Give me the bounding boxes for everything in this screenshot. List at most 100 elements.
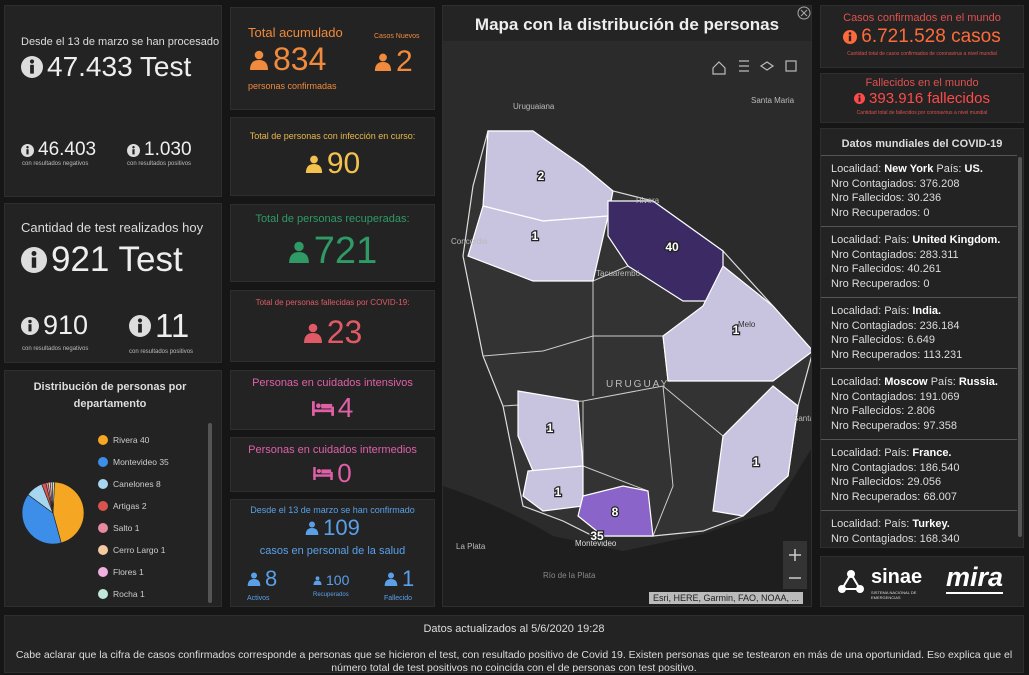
- recuperados: 0: [923, 277, 930, 290]
- panel-title: Cantidad de test realizados hoy: [21, 220, 204, 235]
- intensive-panel: Personas en cuidados intensivos 4: [230, 370, 435, 430]
- zoom-controls[interactable]: [783, 541, 807, 589]
- san-jose[interactable]: [522, 465, 584, 512]
- highlighted-departments: [467, 130, 812, 537]
- place-label: URUGUAY: [606, 379, 669, 390]
- label: Casos Nuevos: [374, 33, 420, 40]
- legend-name: Canelones: [113, 479, 154, 489]
- field-label: Nro Fallecidos:: [831, 192, 905, 204]
- world-entry: Localidad: País: India. Nro Contagiados: …: [821, 298, 1017, 369]
- recovered-panel: Total de personas recuperadas: 721: [230, 204, 435, 282]
- rivera[interactable]: [607, 200, 724, 302]
- place-label: Melo: [738, 320, 756, 329]
- field-label: Localidad:: [831, 447, 882, 459]
- legend-swatch: [98, 435, 108, 445]
- legend-name: Montevideo: [113, 457, 157, 467]
- attribution: Esri, HERE, Garmin, FAO, NOAA, ...: [648, 592, 803, 604]
- place-label: Tacuarembó: [596, 269, 641, 278]
- recuperados: 113.231: [923, 348, 963, 361]
- tests-today: 921 Test: [21, 240, 183, 280]
- entry-line: Nro Recuperados: 0: [831, 206, 1007, 221]
- legend-name: Cerro Largo: [113, 545, 159, 555]
- panel-title: Personas en cuidados intermedios: [248, 444, 417, 456]
- world-cases: 6.721.528 casos: [821, 26, 1023, 48]
- entry-line: Nro Contagiados: 191.069: [831, 390, 1007, 405]
- person-icon: [305, 155, 323, 173]
- entry-line: Localidad: País: Turkey.: [831, 517, 1007, 532]
- rocha[interactable]: [712, 385, 799, 517]
- entry-line: Nro Contagiados: 236.184: [831, 319, 1007, 334]
- field-label: Nro Fallecidos:: [831, 476, 905, 488]
- footer: Datos actualizados al 5/6/2020 19:28 Cab…: [4, 615, 1024, 673]
- person-icon: [249, 50, 269, 70]
- scrollbar[interactable]: [1018, 157, 1022, 537]
- field-label: País:: [884, 305, 910, 317]
- close-icon[interactable]: [796, 5, 812, 21]
- place-label: Montevideo: [575, 539, 617, 548]
- sinae-text: sinae: [871, 566, 923, 588]
- recuperados: 97.358: [923, 419, 957, 432]
- label: con resultados positivos: [127, 161, 192, 167]
- field-label: Nro Fallecidos:: [831, 263, 905, 275]
- tests-total: 47.433 Test: [21, 51, 191, 83]
- legend-label: Flores 1: [113, 567, 144, 577]
- info-icon: [21, 317, 39, 335]
- footer-note: Cabe aclarar que la cifra de casos confi…: [15, 649, 1013, 673]
- pais: United Kingdom.: [912, 234, 1001, 246]
- value: 0: [337, 458, 352, 488]
- scrollbar[interactable]: [208, 423, 212, 603]
- health-recovered: 100: [313, 572, 349, 588]
- panel-title: Datos mundiales del COVID-19: [841, 138, 1003, 150]
- value: 910: [43, 310, 89, 340]
- map-toolbar[interactable]: [712, 60, 797, 75]
- water: [443, 449, 811, 606]
- legend-swatch: [98, 479, 108, 489]
- count-label: 2: [538, 169, 545, 183]
- field-label: Nro Recuperados:: [831, 277, 921, 290]
- value: 921 Test: [51, 240, 183, 279]
- legend-value: 2: [142, 501, 147, 511]
- pie-slice: [21, 494, 62, 545]
- canelones[interactable]: [577, 485, 654, 537]
- field-label: Nro Recuperados:: [831, 490, 921, 503]
- legend-value: 1: [135, 523, 140, 533]
- label: con resultados positivos: [129, 349, 194, 355]
- count-label: 1: [547, 421, 554, 435]
- count-label: 8: [612, 505, 619, 519]
- health-staff-panel: Desde el 13 de marzo se han confirmado 1…: [230, 499, 435, 607]
- map[interactable]: Uruguaiana Santa Maria Rivera Concordia Tacu…: [443, 41, 812, 607]
- legend-label: Cerro Largo 1: [113, 545, 166, 555]
- pais: US.: [964, 163, 983, 175]
- info-icon: [21, 56, 43, 78]
- negatives: 46.403: [21, 139, 96, 161]
- tests-today-panel: Cantidad de test realizados hoy 921 Test…: [4, 203, 222, 363]
- contagiados: 191.069: [919, 390, 960, 403]
- accumulated-panel: Total acumulado 834 personas confirmadas…: [230, 7, 435, 110]
- entry-line: Nro Contagiados: 168.340: [831, 532, 1007, 547]
- person-icon: [384, 572, 398, 586]
- entry-line: Nro Fallecidos: 6.649: [831, 333, 1007, 348]
- zoom-icons[interactable]: [789, 549, 801, 579]
- world-list[interactable]: Localidad: New York País: US. Nro Contagi…: [821, 155, 1017, 547]
- place-label: Uruguaiana: [513, 102, 555, 111]
- cerro-largo[interactable]: [662, 265, 812, 382]
- person-icon: [374, 53, 392, 71]
- salto[interactable]: [467, 205, 609, 282]
- field-label: Localidad:: [831, 305, 882, 317]
- count-label: 35: [590, 529, 604, 543]
- value: 109: [323, 515, 360, 540]
- world-entry: Localidad: Moscow País: Russia. Nro Conta…: [821, 369, 1017, 440]
- negatives: 910: [21, 310, 88, 341]
- legend-value: 1: [139, 567, 144, 577]
- panel-title: Casos confirmados en el mundo: [843, 12, 1001, 24]
- legend-swatch: [98, 457, 108, 467]
- field-label: Localidad:: [831, 376, 882, 388]
- recuperados: 0: [923, 206, 930, 219]
- pais: Russia.: [958, 376, 998, 388]
- field-label: País:: [936, 163, 962, 175]
- legend-name: Flores: [113, 567, 137, 577]
- active-total: 90: [231, 147, 434, 181]
- field-label: Nro Recuperados:: [831, 206, 921, 219]
- pais: Turkey.: [912, 518, 950, 530]
